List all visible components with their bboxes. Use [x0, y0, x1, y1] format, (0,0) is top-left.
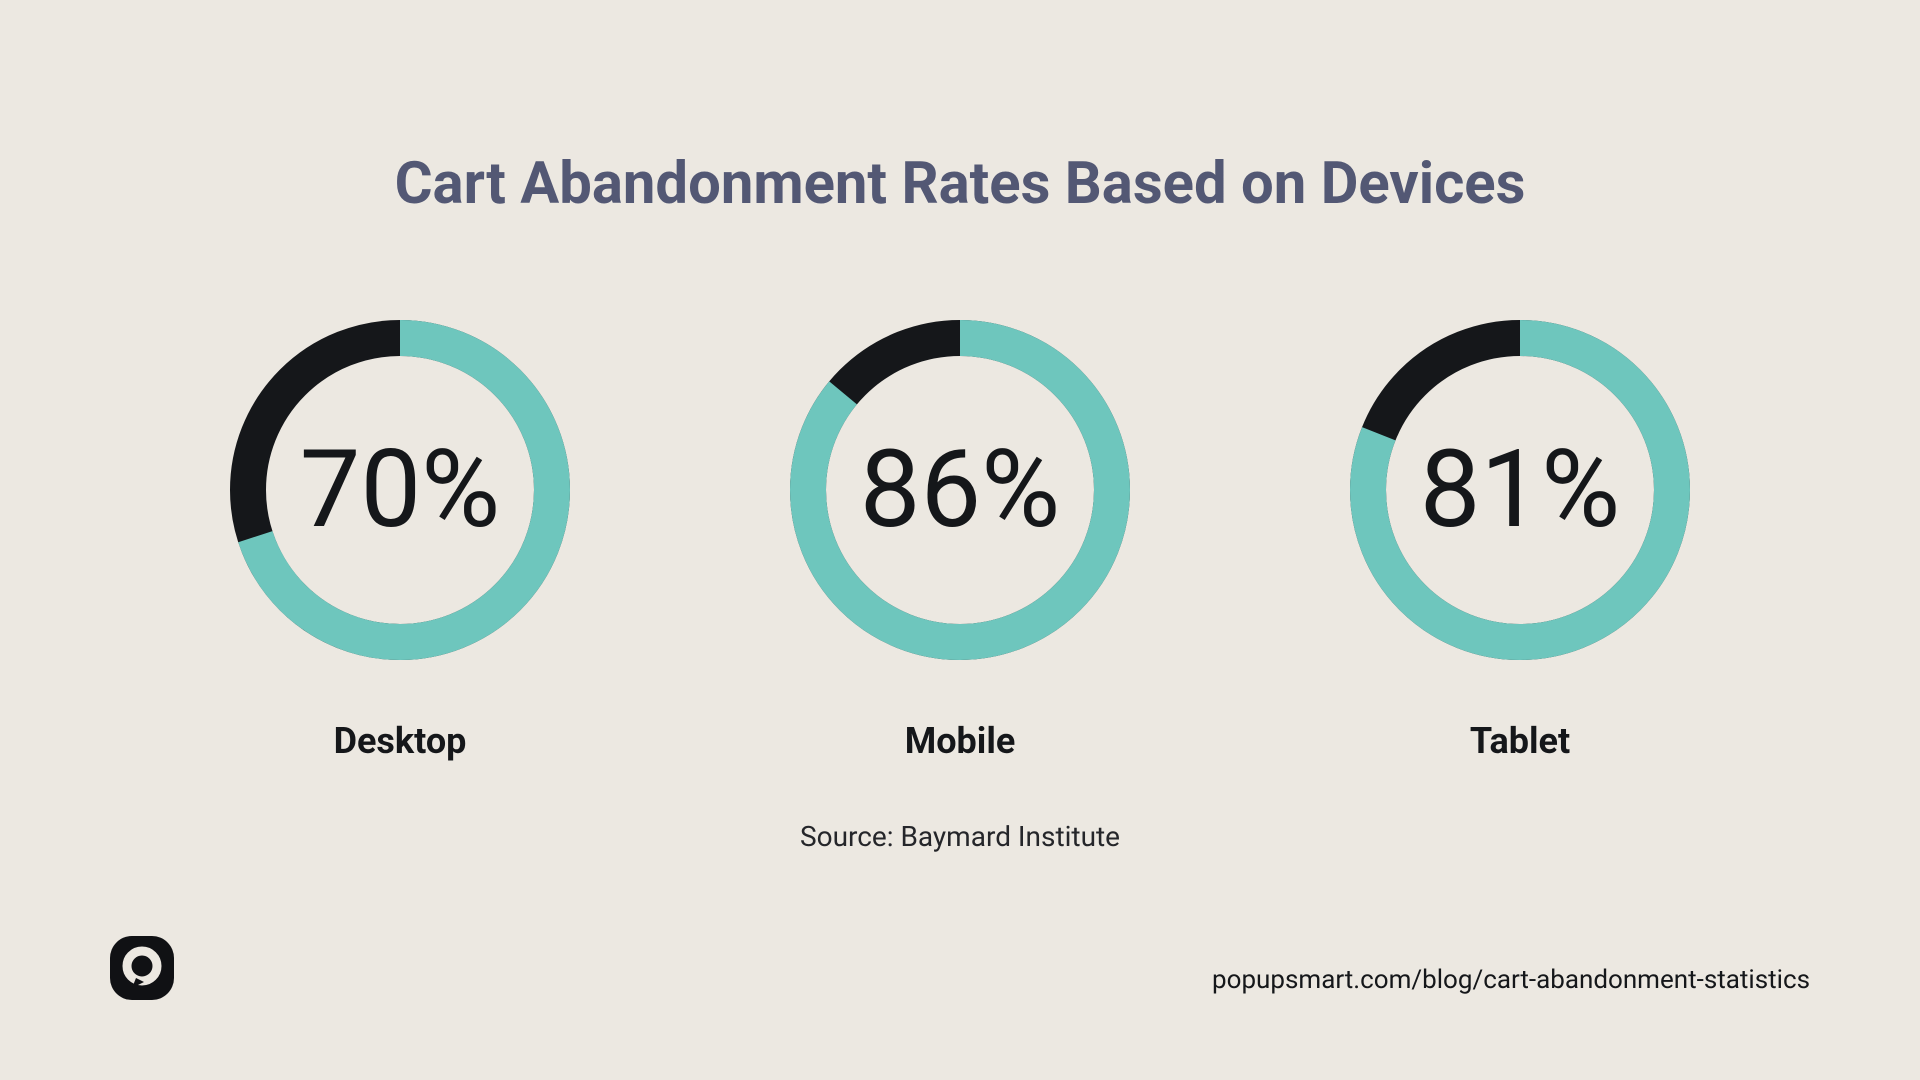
popupsmart-logo-icon: [110, 936, 174, 1000]
donut-item: 86% Mobile: [790, 320, 1130, 762]
donut-label: Tablet: [1470, 720, 1570, 762]
footer-url: popupsmart.com/blog/cart-abandonment-sta…: [1212, 965, 1810, 995]
donut-item: 81% Tablet: [1350, 320, 1690, 762]
donut-chart: 70%: [230, 320, 570, 660]
source-text: Source: Baymard Institute: [0, 820, 1920, 853]
donuts-row: 70% Desktop 86% Mobile 81% Tablet: [0, 320, 1920, 762]
donut-chart: 86%: [790, 320, 1130, 660]
donut-label: Mobile: [905, 720, 1016, 762]
donut-item: 70% Desktop: [230, 320, 570, 762]
donut-percent-value: 81%: [1350, 320, 1690, 660]
donut-percent-value: 70%: [230, 320, 570, 660]
infographic-container: Cart Abandonment Rates Based on Devices …: [0, 0, 1920, 1080]
donut-chart: 81%: [1350, 320, 1690, 660]
donut-percent-value: 86%: [790, 320, 1130, 660]
page-title: Cart Abandonment Rates Based on Devices: [0, 150, 1920, 218]
donut-label: Desktop: [334, 720, 467, 762]
